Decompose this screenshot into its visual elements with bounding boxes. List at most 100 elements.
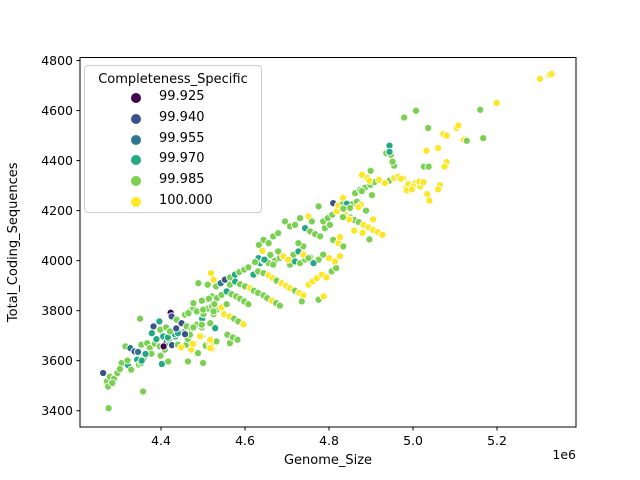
scatter-point	[294, 239, 303, 248]
legend-title: Completeness_Specific	[98, 72, 248, 87]
scatter-point	[476, 105, 485, 114]
legend-marker-icon	[131, 113, 141, 124]
scatter-point	[193, 349, 203, 358]
scatter-point	[319, 292, 328, 301]
legend-item: 99.925	[85, 88, 261, 108]
scatter-point	[322, 273, 331, 282]
y-tick-label: 4400	[41, 153, 73, 168]
x-tick-label: 4.8	[319, 433, 339, 448]
legend-item-label: 99.940	[159, 109, 205, 125]
scatter-point	[338, 193, 347, 202]
scatter-point	[206, 335, 215, 344]
axis-offset-label: 1e6	[552, 447, 576, 462]
y-tick-label: 3600	[41, 353, 73, 368]
y-tick-label: 3400	[41, 403, 73, 418]
legend-marker-icon	[131, 197, 141, 207]
scatter-point	[264, 239, 273, 248]
legend-marker-icon	[131, 134, 141, 145]
scatter-point	[274, 247, 283, 256]
x-axis-label: Genome_Size	[284, 453, 372, 468]
scatter-point	[345, 203, 355, 212]
scatter-point	[309, 259, 318, 268]
scatter-point	[203, 280, 212, 289]
scatter-point	[365, 176, 374, 185]
scatter-point	[339, 242, 348, 251]
scatter-point	[365, 235, 374, 244]
legend-item-label: 99.925	[159, 89, 205, 104]
scatter-point	[425, 196, 434, 205]
scatter-point	[209, 275, 218, 284]
scatter-point	[136, 314, 145, 323]
legend-item-label: 99.985	[159, 172, 205, 188]
scatter-point	[335, 252, 345, 261]
y-tick-label: 4200	[41, 203, 73, 218]
scatter-point	[244, 300, 253, 309]
scatter-point	[330, 257, 339, 266]
scatter-point	[419, 178, 428, 187]
scatter-point	[424, 162, 433, 171]
scatter-point	[222, 300, 231, 309]
scatter-point	[454, 121, 463, 130]
scatter-point	[442, 131, 451, 140]
scatter-point	[189, 299, 198, 308]
scatter-point	[127, 365, 136, 374]
scatter-point	[210, 300, 219, 309]
scatter-point	[332, 264, 341, 273]
scatter-point	[316, 232, 325, 241]
scatter-point	[434, 144, 443, 153]
scatter-point	[233, 335, 242, 344]
y-tick-label: 4800	[41, 53, 73, 68]
scatter-point	[196, 332, 205, 341]
scatter-point	[434, 185, 443, 194]
legend-item: 100.000	[85, 192, 261, 212]
scatter-point	[133, 347, 143, 356]
scatter-point	[172, 324, 181, 333]
scatter-point	[149, 322, 158, 331]
scatter-point	[152, 335, 161, 344]
scatter-point	[354, 203, 363, 212]
scatter-point	[547, 69, 556, 79]
scatter-point	[385, 147, 394, 156]
scatter-point	[361, 206, 371, 215]
scatter-point	[380, 179, 389, 188]
scatter-point	[180, 330, 190, 339]
scatter-point	[274, 229, 283, 238]
scatter-point	[411, 106, 421, 115]
scatter-point	[137, 356, 146, 365]
scatter-point	[378, 230, 387, 239]
scatter-point	[422, 146, 431, 155]
scatter-point	[388, 157, 397, 166]
scatter-point	[280, 217, 290, 226]
scatter-point	[164, 357, 173, 366]
scatter-point	[338, 213, 347, 222]
scatter-point	[206, 269, 216, 278]
scatter-point	[155, 317, 164, 326]
scatter-point	[357, 170, 366, 179]
scatter-point	[535, 74, 544, 83]
scatter-point	[159, 342, 168, 351]
scatter-point	[304, 254, 313, 263]
scatter-point	[314, 202, 323, 211]
scatter-point	[204, 294, 213, 303]
scatter-point	[194, 279, 203, 288]
scatter-point	[197, 296, 206, 305]
scatter-point	[335, 233, 345, 242]
scatter-point	[197, 320, 206, 329]
scatter-point	[260, 255, 269, 264]
legend-marker-icon	[131, 176, 141, 187]
scatter-point	[440, 162, 449, 171]
scatter-point	[199, 305, 208, 314]
y-tick-label: 4600	[41, 103, 73, 118]
scatter-point	[251, 258, 260, 267]
scatter-point	[104, 404, 113, 413]
scatter-point	[141, 349, 150, 359]
scatter-point	[177, 343, 186, 352]
legend-item-label: 99.955	[159, 130, 205, 146]
scatter-point	[115, 364, 124, 374]
legend-item-label: 99.970	[159, 151, 205, 167]
legend-item: 99.970	[85, 150, 261, 170]
scatter-point	[211, 324, 220, 333]
scatter-point	[123, 356, 132, 365]
legend-item: 99.955	[85, 130, 261, 150]
